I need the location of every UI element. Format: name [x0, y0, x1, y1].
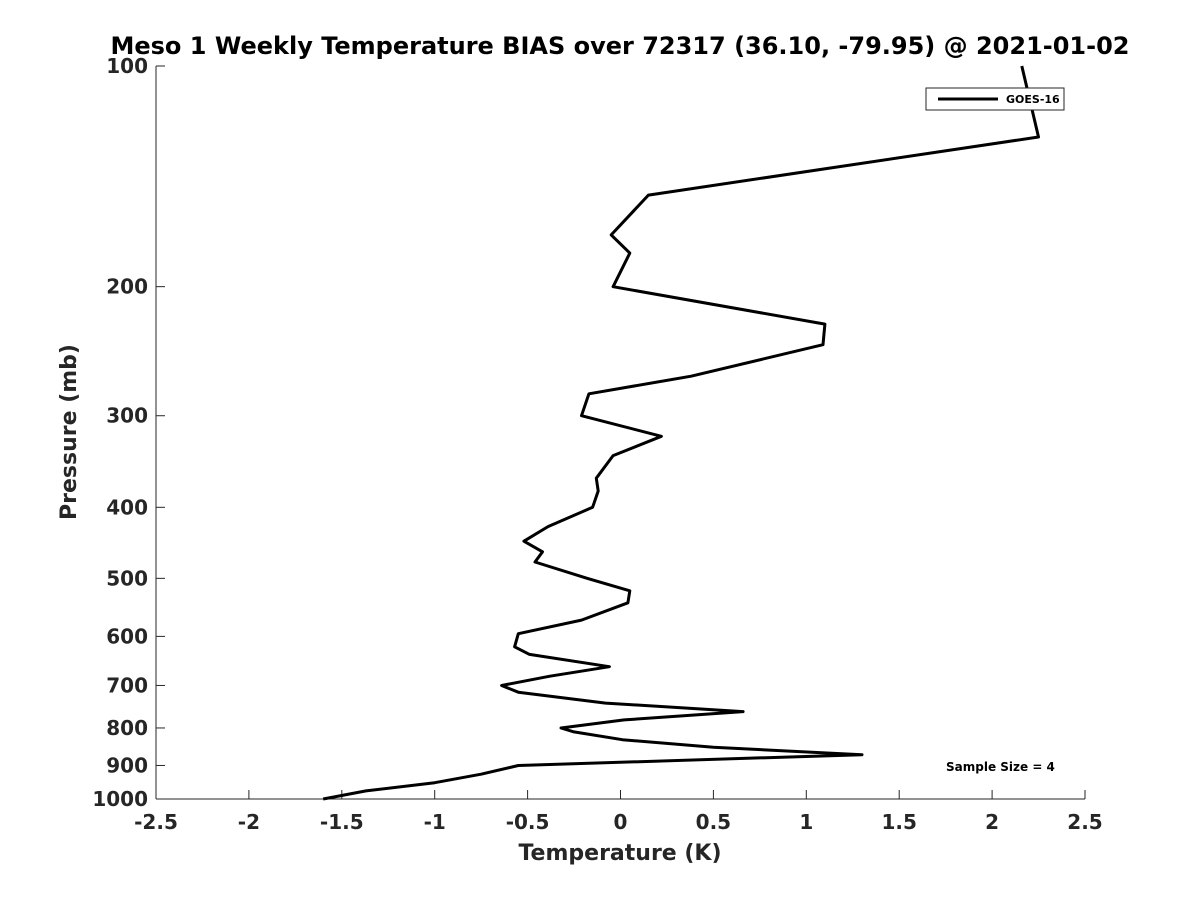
x-tick-label: -2 — [238, 810, 260, 834]
x-tick-label: 0 — [614, 810, 628, 834]
chart-title: Meso 1 Weekly Temperature BIAS over 7231… — [110, 32, 1129, 60]
y-tick-label: 300 — [106, 404, 148, 428]
x-tick-label: -0.5 — [506, 810, 550, 834]
sample-size-annotation: Sample Size = 4 — [946, 760, 1055, 774]
x-tick-label: 1 — [799, 810, 813, 834]
y-tick-label: 200 — [106, 275, 148, 299]
x-tick-label: 0.5 — [696, 810, 731, 834]
series-layer — [322, 65, 1040, 801]
y-tick-label: 500 — [106, 566, 148, 590]
y-tick-label: 700 — [106, 673, 148, 697]
x-tick-label: 2.5 — [1067, 810, 1102, 834]
y-tick-label: 900 — [106, 753, 148, 777]
y-ticks: 100 200 300 400 500 600 700 800 900 1000 — [92, 54, 165, 811]
x-tick-label: -1 — [424, 810, 446, 834]
x-ticks: -2.5 -2 -1.5 -1 -0.5 0 0.5 1 1.5 2 2.5 — [134, 790, 1103, 834]
legend: GOES-16 — [925, 87, 1065, 111]
x-tick-label: 2 — [985, 810, 999, 834]
y-tick-label: 100 — [106, 54, 148, 78]
y-axis-label: Pressure (mb) — [57, 344, 82, 520]
x-axis-label: Temperature (K) — [518, 841, 721, 866]
series-line-goes-16 — [322, 65, 1040, 801]
legend-label: GOES-16 — [1006, 93, 1060, 106]
y-tick-label: 1000 — [92, 787, 148, 811]
x-tick-label: 1.5 — [881, 810, 916, 834]
y-tick-label: 600 — [106, 624, 148, 648]
y-tick-label: 400 — [106, 495, 148, 519]
x-tick-label: -2.5 — [134, 810, 178, 834]
y-tick-label: 800 — [106, 716, 148, 740]
x-tick-label: -1.5 — [320, 810, 364, 834]
